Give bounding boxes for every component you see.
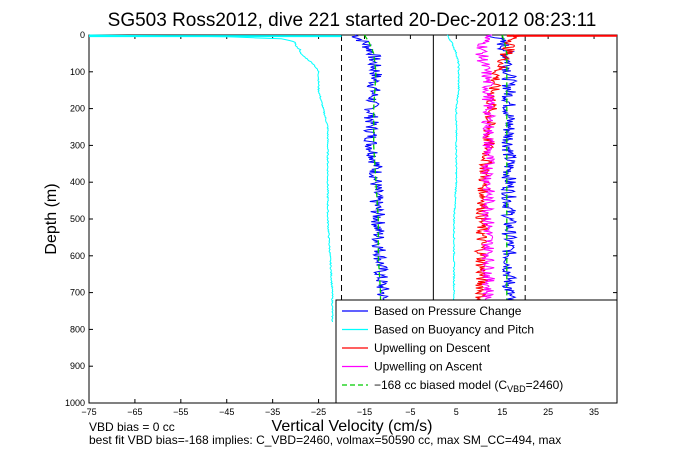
legend-label: Upwelling on Descent xyxy=(374,341,491,355)
series-trace xyxy=(501,34,508,300)
x-tick-label: −45 xyxy=(219,407,234,417)
x-tick-label: 25 xyxy=(543,407,553,417)
x-tick-label: −55 xyxy=(173,407,188,417)
y-tick-label: 800 xyxy=(70,324,85,334)
y-tick-label: 300 xyxy=(70,140,85,150)
y-tick-label: 700 xyxy=(70,288,85,298)
x-tick-label: 15 xyxy=(497,407,507,417)
y-tick-label: 600 xyxy=(70,251,85,261)
legend-label: Based on Buoyancy and Pitch xyxy=(374,323,534,337)
plot-area: −75 −65 −55 −45 −35 −25 −15 −5 5 15 25 350100200300… xyxy=(65,30,618,417)
x-tick-label: −25 xyxy=(311,407,326,417)
y-tick-label: 500 xyxy=(70,214,85,224)
legend-label: Based on Pressure Change xyxy=(374,304,522,318)
x-tick-label: −15 xyxy=(357,407,372,417)
x-tick-label: −65 xyxy=(127,407,142,417)
x-axis-label: Vertical Velocity (cm/s) xyxy=(272,418,433,435)
legend-label: −168 cc biased model (CVBD=2460) xyxy=(374,378,563,394)
chart-title: SG503 Ross2012, dive 221 started 20-Dec-… xyxy=(108,10,597,31)
y-axis-label: Depth (m) xyxy=(43,183,60,254)
y-tick-label: 1000 xyxy=(65,398,85,408)
x-tick-label: −75 xyxy=(81,407,96,417)
y-tick-label: 100 xyxy=(70,67,85,77)
y-tick-label: 200 xyxy=(70,104,85,114)
y-tick-label: 400 xyxy=(70,177,85,187)
series-trace xyxy=(486,34,518,301)
series-trace xyxy=(351,34,390,301)
legend-box xyxy=(335,299,618,404)
x-tick-label: 5 xyxy=(454,407,459,417)
x-tick-label: 35 xyxy=(589,407,599,417)
series-trace xyxy=(446,34,460,308)
y-tick-label: 0 xyxy=(80,30,85,40)
legend-label: Upwelling on Ascent xyxy=(374,360,483,374)
vbd-bias-note: VBD bias = 0 cc xyxy=(89,420,175,434)
best-fit-note: best fit VBD bias=-168 implies: C_VBD=24… xyxy=(89,433,562,447)
series-trace xyxy=(89,34,334,323)
x-tick-label: −5 xyxy=(405,407,415,417)
series-trace xyxy=(475,34,497,301)
y-tick-label: 900 xyxy=(70,361,85,371)
x-tick-label: −35 xyxy=(265,407,280,417)
